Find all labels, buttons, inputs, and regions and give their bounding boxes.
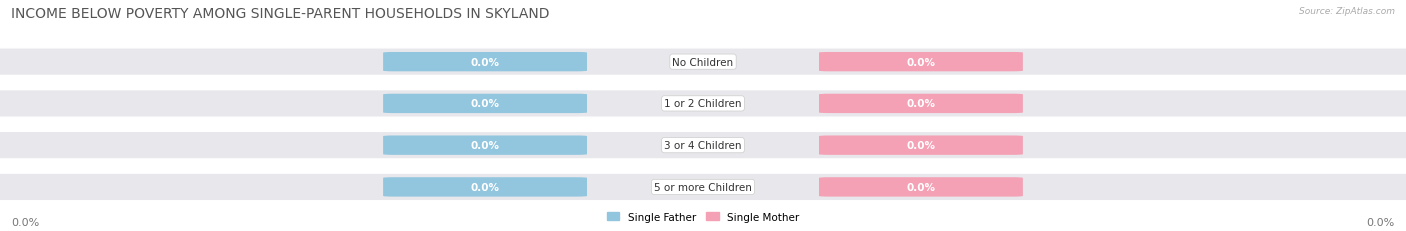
Text: INCOME BELOW POVERTY AMONG SINGLE-PARENT HOUSEHOLDS IN SKYLAND: INCOME BELOW POVERTY AMONG SINGLE-PARENT…	[11, 7, 550, 21]
FancyBboxPatch shape	[818, 136, 1024, 155]
Text: No Children: No Children	[672, 57, 734, 67]
FancyBboxPatch shape	[0, 132, 1406, 159]
Text: 0.0%: 0.0%	[1367, 217, 1395, 227]
Text: 0.0%: 0.0%	[907, 140, 935, 151]
FancyBboxPatch shape	[382, 53, 588, 72]
Text: 0.0%: 0.0%	[471, 182, 499, 192]
Text: 3 or 4 Children: 3 or 4 Children	[664, 140, 742, 151]
FancyBboxPatch shape	[818, 94, 1024, 114]
Text: 0.0%: 0.0%	[907, 99, 935, 109]
Text: 0.0%: 0.0%	[907, 57, 935, 67]
FancyBboxPatch shape	[382, 94, 588, 114]
Text: 1 or 2 Children: 1 or 2 Children	[664, 99, 742, 109]
Text: 0.0%: 0.0%	[471, 140, 499, 151]
FancyBboxPatch shape	[0, 173, 1406, 201]
FancyBboxPatch shape	[382, 177, 588, 197]
FancyBboxPatch shape	[818, 53, 1024, 72]
Text: Source: ZipAtlas.com: Source: ZipAtlas.com	[1299, 7, 1395, 16]
FancyBboxPatch shape	[818, 177, 1024, 197]
Text: 0.0%: 0.0%	[471, 57, 499, 67]
Legend: Single Father, Single Mother: Single Father, Single Mother	[603, 208, 803, 226]
Text: 0.0%: 0.0%	[471, 99, 499, 109]
Text: 5 or more Children: 5 or more Children	[654, 182, 752, 192]
FancyBboxPatch shape	[382, 136, 588, 155]
FancyBboxPatch shape	[0, 90, 1406, 118]
Text: 0.0%: 0.0%	[907, 182, 935, 192]
FancyBboxPatch shape	[0, 49, 1406, 76]
Text: 0.0%: 0.0%	[11, 217, 39, 227]
